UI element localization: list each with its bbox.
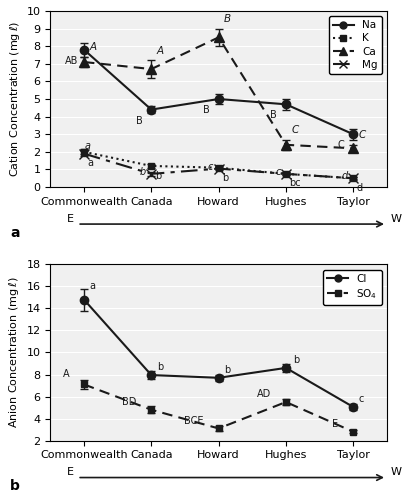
Text: b: b [10,480,20,494]
Text: b: b [293,354,299,364]
Text: c: c [208,162,213,172]
Legend: Na, K, Ca, Mg: Na, K, Ca, Mg [329,16,382,74]
Text: B: B [203,105,210,115]
Text: B: B [136,116,142,126]
Text: E: E [332,419,338,429]
Y-axis label: Cation Concentration (mg $\ell$): Cation Concentration (mg $\ell$) [9,21,22,177]
Text: a: a [89,281,95,291]
Text: C: C [291,125,299,135]
Text: b: b [155,171,161,181]
Text: a: a [87,158,93,168]
Text: A: A [157,46,164,56]
Text: BD: BD [122,397,137,407]
Text: W: W [390,214,401,224]
Legend: Cl, SO$_4$: Cl, SO$_4$ [323,270,382,305]
Text: d: d [357,182,363,192]
Text: AD: AD [257,390,271,400]
Text: W: W [390,468,401,477]
Y-axis label: Anion Concentration (mg $\ell$): Anion Concentration (mg $\ell$) [7,276,21,428]
Text: C: C [359,130,366,140]
Text: c: c [359,394,364,404]
Text: d: d [342,172,348,181]
Text: BCE: BCE [184,416,204,426]
Text: c: c [275,167,281,177]
Text: b: b [224,365,230,375]
Text: A: A [89,42,97,52]
Text: b: b [157,362,163,372]
Text: bc: bc [289,178,301,188]
Text: B: B [271,110,277,120]
Text: b: b [140,168,146,177]
Text: E: E [67,468,74,477]
Text: b: b [222,172,228,182]
Text: B: B [224,14,231,24]
Text: AB: AB [65,56,79,66]
Text: A: A [62,369,69,379]
Text: a: a [85,141,91,151]
Text: C: C [338,140,344,150]
Text: a: a [10,226,20,240]
Text: E: E [67,214,74,224]
